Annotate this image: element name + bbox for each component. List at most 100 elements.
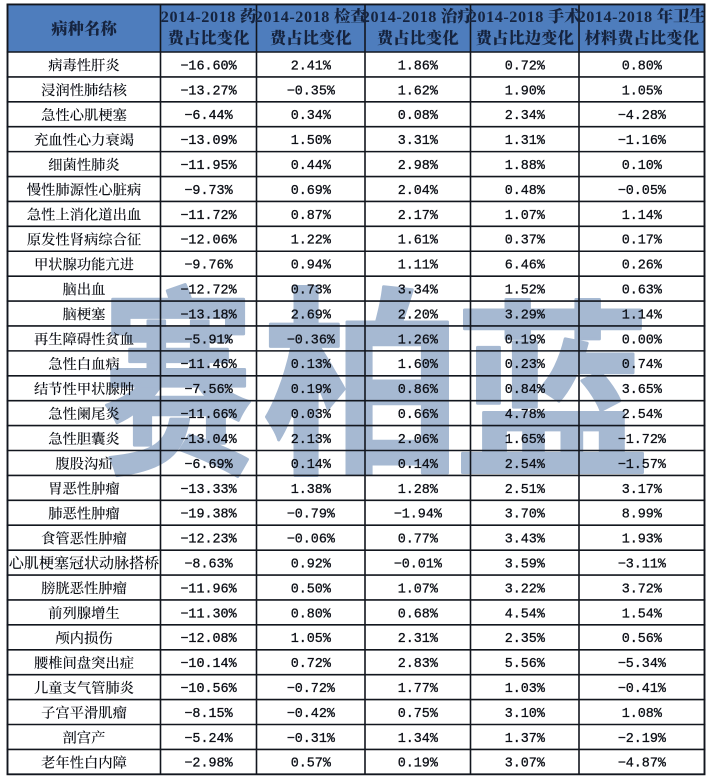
svg-text:0.19%: 0.19% bbox=[291, 383, 332, 398]
svg-text:−0.35%: −0.35% bbox=[287, 84, 336, 99]
svg-text:0.13%: 0.13% bbox=[291, 358, 332, 373]
svg-text:0.56%: 0.56% bbox=[622, 632, 663, 647]
svg-text:6.46%: 6.46% bbox=[505, 259, 546, 274]
svg-text:−12.23%: −12.23% bbox=[180, 533, 237, 548]
svg-text:0.14%: 0.14% bbox=[398, 458, 439, 473]
svg-text:2.31%: 2.31% bbox=[398, 632, 439, 647]
svg-text:0.77%: 0.77% bbox=[398, 533, 439, 548]
svg-text:3.59%: 3.59% bbox=[505, 558, 546, 573]
svg-text:3.22%: 3.22% bbox=[505, 582, 546, 597]
svg-text:−13.18%: −13.18% bbox=[180, 308, 237, 323]
svg-text:−8.63%: −8.63% bbox=[184, 558, 233, 573]
svg-text:0.72%: 0.72% bbox=[291, 657, 332, 672]
svg-text:1.07%: 1.07% bbox=[398, 582, 439, 597]
svg-text:1.28%: 1.28% bbox=[398, 483, 439, 498]
svg-text:1.88%: 1.88% bbox=[505, 159, 546, 174]
svg-text:−2.98%: −2.98% bbox=[184, 757, 233, 772]
svg-text:1.65%: 1.65% bbox=[505, 433, 546, 448]
svg-text:0.00%: 0.00% bbox=[622, 333, 663, 348]
svg-text:0.84%: 0.84% bbox=[505, 383, 546, 398]
svg-text:0.86%: 0.86% bbox=[398, 383, 439, 398]
svg-text:1.93%: 1.93% bbox=[622, 533, 663, 548]
svg-text:−11.96%: −11.96% bbox=[180, 582, 237, 597]
svg-text:0.63%: 0.63% bbox=[622, 284, 663, 299]
svg-text:−1.72%: −1.72% bbox=[618, 433, 667, 448]
svg-text:0.94%: 0.94% bbox=[291, 259, 332, 274]
svg-text:0.26%: 0.26% bbox=[622, 259, 663, 274]
svg-text:2.54%: 2.54% bbox=[505, 458, 546, 473]
svg-text:−0.79%: −0.79% bbox=[287, 508, 336, 523]
svg-text:3.34%: 3.34% bbox=[398, 284, 439, 299]
svg-text:−6.44%: −6.44% bbox=[184, 109, 233, 124]
svg-text:0.44%: 0.44% bbox=[291, 159, 332, 174]
svg-text:2.13%: 2.13% bbox=[291, 433, 332, 448]
svg-text:3.31%: 3.31% bbox=[398, 134, 439, 149]
svg-text:−13.33%: −13.33% bbox=[180, 483, 237, 498]
svg-text:−0.06%: −0.06% bbox=[287, 533, 336, 548]
svg-text:−4.28%: −4.28% bbox=[618, 109, 667, 124]
svg-text:−5.24%: −5.24% bbox=[184, 732, 233, 747]
svg-text:2014-2018: 2014-2018 bbox=[578, 8, 653, 26]
svg-text:0.75%: 0.75% bbox=[398, 707, 439, 722]
svg-text:1.03%: 1.03% bbox=[505, 682, 546, 697]
svg-text:1.34%: 1.34% bbox=[398, 732, 439, 747]
svg-text:−16.60%: −16.60% bbox=[180, 59, 237, 74]
svg-text:0.74%: 0.74% bbox=[622, 358, 663, 373]
svg-text:2014-2018: 2014-2018 bbox=[161, 8, 236, 26]
svg-text:−9.73%: −9.73% bbox=[184, 184, 233, 199]
svg-text:−9.76%: −9.76% bbox=[184, 259, 233, 274]
svg-text:−10.14%: −10.14% bbox=[180, 657, 237, 672]
svg-text:−19.38%: −19.38% bbox=[180, 508, 237, 523]
svg-text:1.90%: 1.90% bbox=[505, 84, 546, 99]
svg-text:−11.95%: −11.95% bbox=[180, 159, 237, 174]
svg-text:1.60%: 1.60% bbox=[398, 358, 439, 373]
svg-text:1.54%: 1.54% bbox=[622, 607, 663, 622]
svg-text:−0.36%: −0.36% bbox=[287, 333, 336, 348]
svg-text:0.19%: 0.19% bbox=[398, 757, 439, 772]
svg-text:4.78%: 4.78% bbox=[505, 408, 546, 423]
svg-text:2014-2018: 2014-2018 bbox=[362, 8, 437, 26]
svg-text:−0.01%: −0.01% bbox=[394, 558, 443, 573]
svg-text:1.86%: 1.86% bbox=[398, 59, 439, 74]
svg-text:−8.15%: −8.15% bbox=[184, 707, 233, 722]
svg-text:2.35%: 2.35% bbox=[505, 632, 546, 647]
svg-text:2.34%: 2.34% bbox=[505, 109, 546, 124]
svg-text:2014-2018: 2014-2018 bbox=[469, 8, 544, 26]
svg-text:8.99%: 8.99% bbox=[622, 508, 663, 523]
svg-text:0.19%: 0.19% bbox=[505, 333, 546, 348]
svg-text:−13.09%: −13.09% bbox=[180, 134, 237, 149]
svg-text:0.23%: 0.23% bbox=[505, 358, 546, 373]
svg-text:3.07%: 3.07% bbox=[505, 757, 546, 772]
svg-text:−12.72%: −12.72% bbox=[180, 284, 237, 299]
svg-text:0.50%: 0.50% bbox=[291, 582, 332, 597]
svg-text:−0.72%: −0.72% bbox=[287, 682, 336, 697]
svg-text:3.70%: 3.70% bbox=[505, 508, 546, 523]
svg-text:3.43%: 3.43% bbox=[505, 533, 546, 548]
svg-text:−0.05%: −0.05% bbox=[618, 184, 667, 199]
svg-text:−5.34%: −5.34% bbox=[618, 657, 667, 672]
svg-text:1.26%: 1.26% bbox=[398, 333, 439, 348]
svg-text:0.73%: 0.73% bbox=[291, 284, 332, 299]
svg-text:1.05%: 1.05% bbox=[291, 632, 332, 647]
svg-text:−0.41%: −0.41% bbox=[618, 682, 667, 697]
svg-text:1.37%: 1.37% bbox=[505, 732, 546, 747]
svg-text:0.10%: 0.10% bbox=[622, 159, 663, 174]
svg-text:−11.30%: −11.30% bbox=[180, 607, 237, 622]
svg-text:1.62%: 1.62% bbox=[398, 84, 439, 99]
svg-text:1.31%: 1.31% bbox=[505, 134, 546, 149]
svg-text:0.66%: 0.66% bbox=[398, 408, 439, 423]
svg-text:2.04%: 2.04% bbox=[398, 184, 439, 199]
svg-text:−0.42%: −0.42% bbox=[287, 707, 336, 722]
svg-text:−6.69%: −6.69% bbox=[184, 458, 233, 473]
svg-text:−1.57%: −1.57% bbox=[618, 458, 667, 473]
svg-text:0.87%: 0.87% bbox=[291, 209, 332, 224]
svg-text:2.41%: 2.41% bbox=[291, 59, 332, 74]
svg-text:3.10%: 3.10% bbox=[505, 707, 546, 722]
svg-text:−1.16%: −1.16% bbox=[618, 134, 667, 149]
svg-text:3.17%: 3.17% bbox=[622, 483, 663, 498]
svg-text:0.17%: 0.17% bbox=[622, 234, 663, 249]
svg-text:−7.56%: −7.56% bbox=[184, 383, 233, 398]
svg-text:2.98%: 2.98% bbox=[398, 159, 439, 174]
svg-text:1.14%: 1.14% bbox=[622, 308, 663, 323]
svg-text:1.38%: 1.38% bbox=[291, 483, 332, 498]
